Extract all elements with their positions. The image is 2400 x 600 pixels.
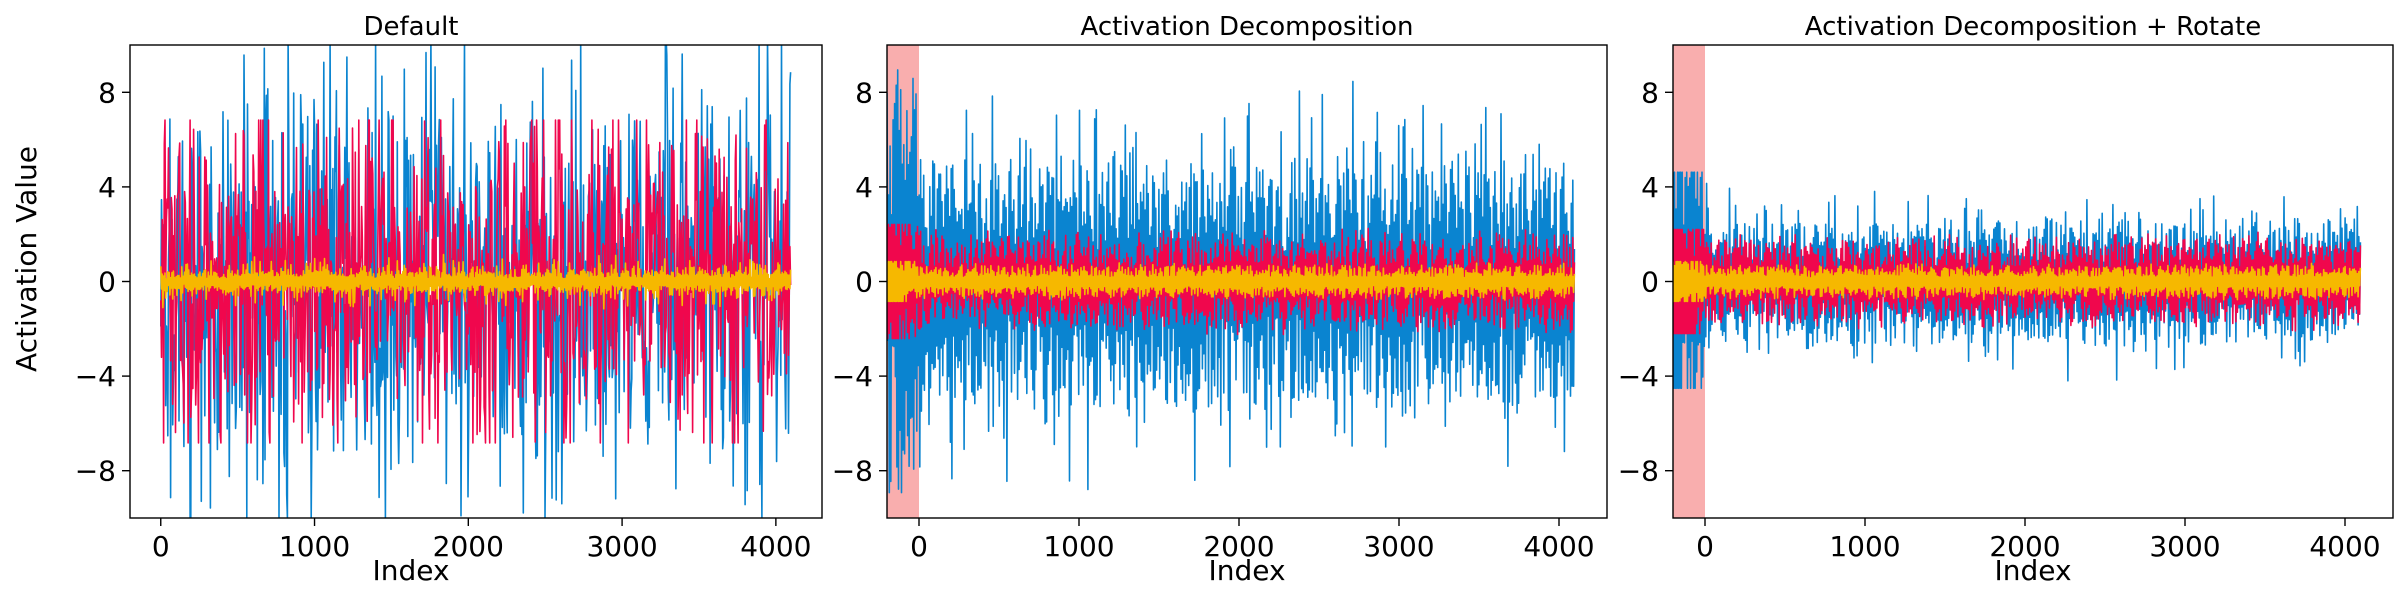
y-axis-label: Activation Value <box>10 146 43 372</box>
y-tick-label: 8 <box>855 76 873 109</box>
x-tick-label: 0 <box>910 530 928 563</box>
x-tick-label: 3000 <box>2149 530 2220 563</box>
x-axis-label: Index <box>1208 554 1285 587</box>
y-tick-label: 4 <box>855 171 873 204</box>
y-tick-label: 8 <box>1641 76 1659 109</box>
y-tick-label: 8 <box>98 76 116 109</box>
series-line-1 <box>887 223 1576 340</box>
y-tick-label: 4 <box>98 171 116 204</box>
series-line-0 <box>887 69 1576 494</box>
x-tick-label: 0 <box>152 530 170 563</box>
y-tick-label: 0 <box>98 266 116 299</box>
x-tick-label: 1000 <box>1043 530 1114 563</box>
panel-title: Activation Decomposition <box>1081 12 1414 42</box>
x-tick-label: 2000 <box>1989 530 2060 563</box>
series-line-1 <box>160 119 792 444</box>
y-tick-label: 0 <box>1641 266 1659 299</box>
x-tick-label: 4000 <box>1523 530 1594 563</box>
x-tick-label: 3000 <box>586 530 657 563</box>
x-tick-label: 1000 <box>1829 530 1900 563</box>
series-line-2 <box>160 253 792 310</box>
panel-activation-decomposition-rotate: Activation Decomposition + Rotate Index … <box>1618 12 2394 587</box>
x-tick-label: 1000 <box>279 530 350 563</box>
x-tick-label: 4000 <box>740 530 811 563</box>
x-tick-label: 2000 <box>433 530 504 563</box>
y-tick-label: −4 <box>75 360 116 393</box>
y-tick-label: −4 <box>1618 360 1659 393</box>
x-axis-label: Index <box>372 554 449 587</box>
panel-default: Default Activation Value Index 0 1000 2000… <box>10 12 823 587</box>
x-axis-label: Index <box>1994 554 2071 587</box>
series-line-2 <box>1673 260 2362 303</box>
y-tick-label: −8 <box>832 455 873 488</box>
y-tick-label: −8 <box>75 455 116 488</box>
series-line-1 <box>1673 228 2362 335</box>
y-tick-label: −8 <box>1618 455 1659 488</box>
x-tick-label: 0 <box>1696 530 1714 563</box>
y-tick-label: 0 <box>855 266 873 299</box>
panel-title: Activation Decomposition + Rotate <box>1805 12 2261 42</box>
x-tick-label: 4000 <box>2309 530 2380 563</box>
series-line-2 <box>887 260 1576 303</box>
x-tick-label: 3000 <box>1363 530 1434 563</box>
y-tick-label: −4 <box>832 360 873 393</box>
y-tick-label: 4 <box>1641 171 1659 204</box>
series-line-0 <box>1673 171 2362 390</box>
panel-activation-decomposition: Activation Decomposition Index 0 1000 2000… <box>832 12 1608 587</box>
x-tick-label: 2000 <box>1203 530 1274 563</box>
panel-title: Default <box>364 12 459 42</box>
